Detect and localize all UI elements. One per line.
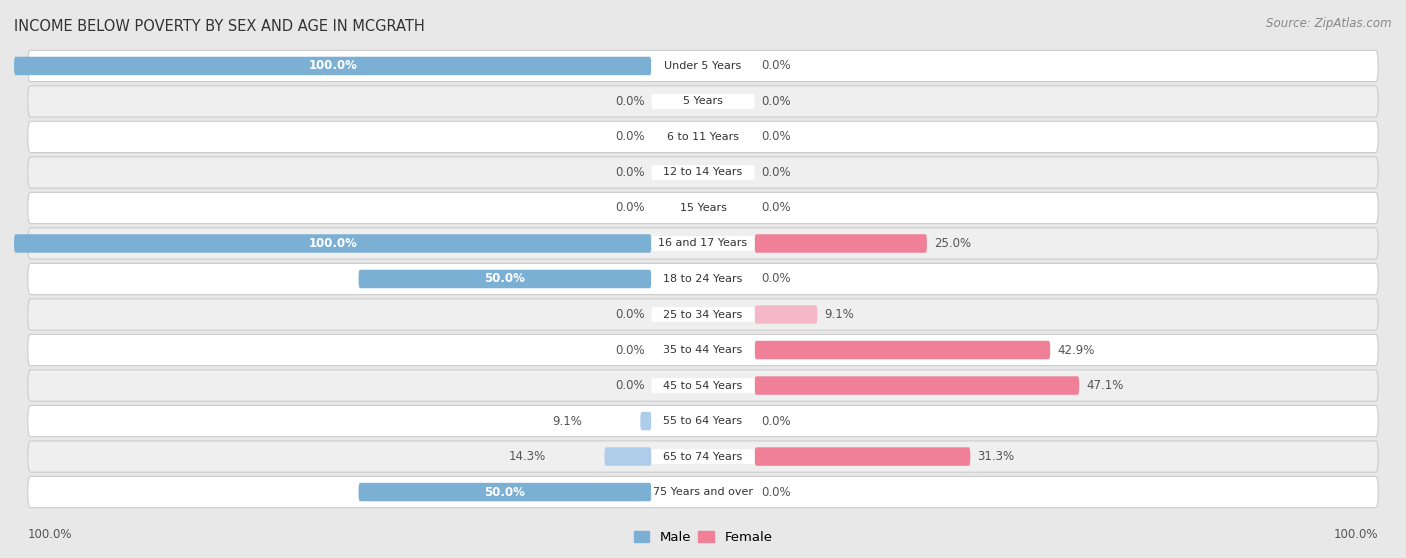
FancyBboxPatch shape [28,477,1378,508]
Text: 25.0%: 25.0% [934,237,972,250]
Text: 5 Years: 5 Years [683,97,723,107]
FancyBboxPatch shape [359,483,651,501]
Text: 0.0%: 0.0% [614,131,644,143]
FancyBboxPatch shape [28,86,1378,117]
Text: 55 to 64 Years: 55 to 64 Years [664,416,742,426]
Text: 12 to 14 Years: 12 to 14 Years [664,167,742,177]
FancyBboxPatch shape [605,448,651,466]
FancyBboxPatch shape [651,378,755,393]
Text: 0.0%: 0.0% [614,344,644,357]
Text: 6 to 11 Years: 6 to 11 Years [666,132,740,142]
FancyBboxPatch shape [28,50,1378,81]
FancyBboxPatch shape [755,305,817,324]
FancyBboxPatch shape [28,406,1378,437]
Text: 0.0%: 0.0% [614,379,644,392]
FancyBboxPatch shape [651,449,755,464]
Text: 100.0%: 100.0% [308,237,357,250]
FancyBboxPatch shape [755,448,970,466]
FancyBboxPatch shape [28,299,1378,330]
Text: 50.0%: 50.0% [485,272,526,286]
Text: 15 Years: 15 Years [679,203,727,213]
FancyBboxPatch shape [755,234,927,253]
FancyBboxPatch shape [28,441,1378,472]
Text: 100.0%: 100.0% [28,528,73,541]
FancyBboxPatch shape [651,236,755,251]
Text: 0.0%: 0.0% [614,308,644,321]
FancyBboxPatch shape [651,165,755,180]
FancyBboxPatch shape [651,200,755,215]
Text: 25 to 34 Years: 25 to 34 Years [664,310,742,320]
Text: 35 to 44 Years: 35 to 44 Years [664,345,742,355]
Text: 0.0%: 0.0% [762,415,792,427]
Text: 47.1%: 47.1% [1085,379,1123,392]
Text: 0.0%: 0.0% [762,272,792,286]
FancyBboxPatch shape [28,263,1378,295]
FancyBboxPatch shape [755,341,1050,359]
FancyBboxPatch shape [28,121,1378,152]
FancyBboxPatch shape [14,234,651,253]
Text: 0.0%: 0.0% [614,201,644,214]
Text: 31.3%: 31.3% [977,450,1014,463]
FancyBboxPatch shape [640,412,651,430]
Text: 18 to 24 Years: 18 to 24 Years [664,274,742,284]
Text: 0.0%: 0.0% [762,201,792,214]
Text: 65 to 74 Years: 65 to 74 Years [664,451,742,461]
FancyBboxPatch shape [28,157,1378,188]
FancyBboxPatch shape [28,193,1378,224]
Text: 9.1%: 9.1% [553,415,582,427]
FancyBboxPatch shape [755,376,1080,395]
Text: 0.0%: 0.0% [762,485,792,498]
FancyBboxPatch shape [651,59,755,74]
Text: 100.0%: 100.0% [308,60,357,73]
Text: 16 and 17 Years: 16 and 17 Years [658,238,748,248]
Text: 75 Years and over: 75 Years and over [652,487,754,497]
Text: 0.0%: 0.0% [762,95,792,108]
FancyBboxPatch shape [651,307,755,322]
Text: 14.3%: 14.3% [509,450,546,463]
Text: Source: ZipAtlas.com: Source: ZipAtlas.com [1267,17,1392,30]
FancyBboxPatch shape [651,343,755,358]
Legend: Male, Female: Male, Female [628,526,778,549]
FancyBboxPatch shape [651,129,755,145]
Text: 100.0%: 100.0% [1333,528,1378,541]
FancyBboxPatch shape [651,94,755,109]
Text: 50.0%: 50.0% [485,485,526,498]
Text: Under 5 Years: Under 5 Years [665,61,741,71]
FancyBboxPatch shape [651,484,755,499]
Text: INCOME BELOW POVERTY BY SEX AND AGE IN MCGRATH: INCOME BELOW POVERTY BY SEX AND AGE IN M… [14,19,425,33]
Text: 42.9%: 42.9% [1057,344,1094,357]
Text: 45 to 54 Years: 45 to 54 Years [664,381,742,391]
Text: 0.0%: 0.0% [762,166,792,179]
FancyBboxPatch shape [651,413,755,429]
Text: 9.1%: 9.1% [824,308,853,321]
Text: 0.0%: 0.0% [762,131,792,143]
FancyBboxPatch shape [28,228,1378,259]
FancyBboxPatch shape [14,57,651,75]
FancyBboxPatch shape [28,334,1378,365]
FancyBboxPatch shape [651,272,755,286]
Text: 0.0%: 0.0% [614,95,644,108]
FancyBboxPatch shape [28,370,1378,401]
Text: 0.0%: 0.0% [762,60,792,73]
FancyBboxPatch shape [359,270,651,288]
Text: 0.0%: 0.0% [614,166,644,179]
